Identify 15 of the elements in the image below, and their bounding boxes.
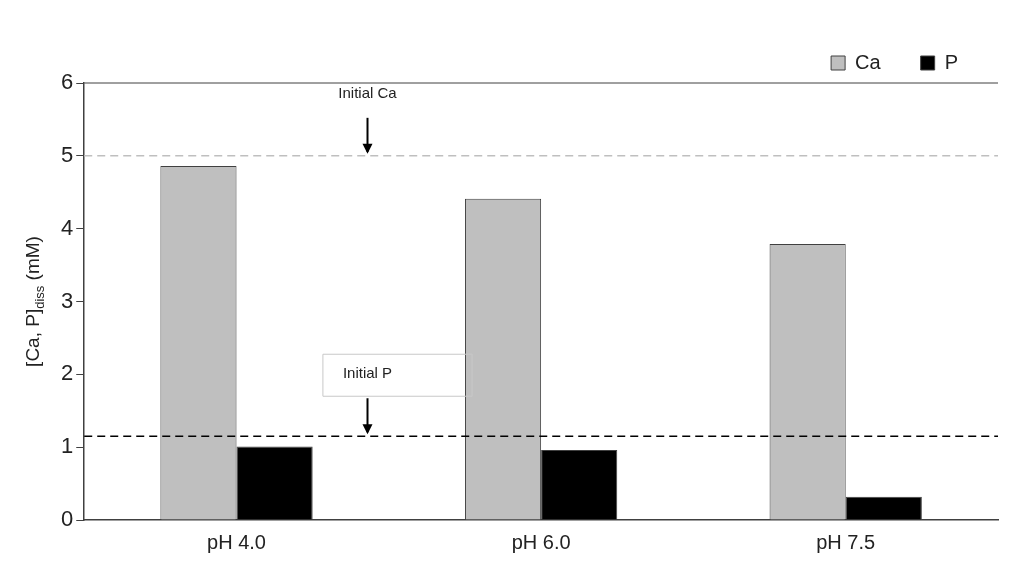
- y-tick-label: 4: [60, 214, 74, 240]
- x-tick-label: pH 7.5: [816, 530, 876, 553]
- x-tick-label: pH 6.0: [511, 530, 571, 553]
- y-tick-label: 5: [60, 141, 74, 167]
- ref-line-label: Initial Ca: [338, 83, 398, 101]
- y-tick-label: 0: [60, 506, 74, 532]
- y-tick-label: 6: [60, 69, 74, 95]
- ref-line-label: Initial P: [342, 364, 393, 382]
- y-tick-label: 2: [60, 360, 74, 386]
- y-tick-label: 1: [60, 433, 74, 459]
- legend-label: P: [944, 50, 958, 73]
- x-tick-label: pH 4.0: [207, 530, 266, 553]
- y-axis-title: [Ca, P]diss (mM): [22, 236, 47, 367]
- legend-label: Ca: [855, 50, 882, 73]
- y-tick-label: 3: [60, 287, 74, 313]
